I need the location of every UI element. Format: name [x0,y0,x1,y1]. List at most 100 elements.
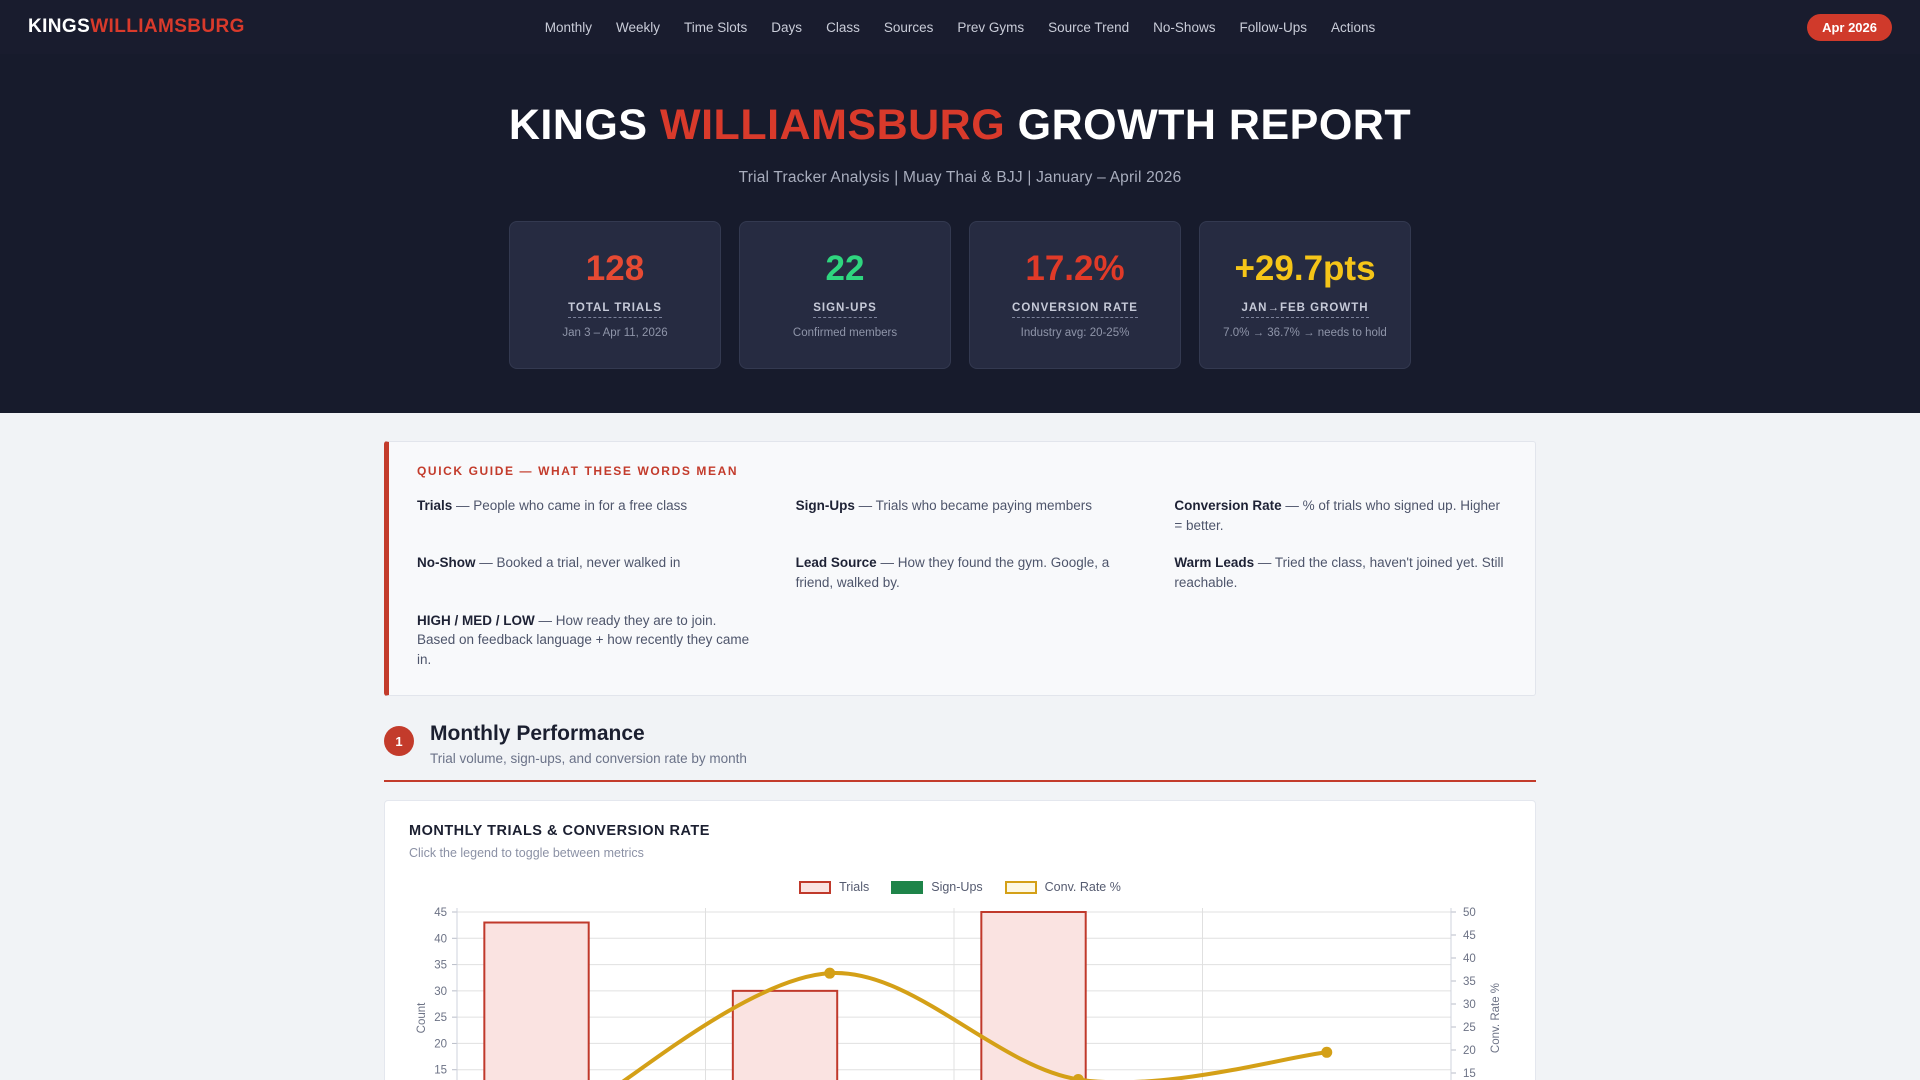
nav-link-monthly[interactable]: Monthly [544,19,593,35]
section-subtitle: Trial volume, sign-ups, and conversion r… [430,751,747,767]
section-header: 1 Monthly Performance Trial volume, sign… [384,722,1536,783]
legend-label: Trials [839,880,870,895]
guide-term: No-Show [417,555,476,571]
guide-term: Conversion Rate [1174,498,1282,514]
nav-link-class[interactable]: Class [826,19,860,35]
kpi-note: Jan 3 – Apr 11, 2026 [562,327,668,340]
chart-plot-area: 4540353025201510504540353025201510CountC… [409,900,1511,1080]
chart-title: MONTHLY TRIALS & CONVERSION RATE [409,823,710,840]
section-title: Monthly Performance [430,722,645,746]
legend-swatch [1004,880,1037,894]
nav-link-no-shows[interactable]: No-Shows [1153,19,1216,35]
nav-links: Monthly Weekly Time Slots Days Class Sources P… [545,20,1376,35]
bar-trials[interactable] [731,990,839,1080]
guide-term: Warm Leads [1174,555,1255,571]
title-part-2: GROWTH REPORT [1005,101,1412,149]
kpi-card: 128 TOTAL TRIALS Jan 3 – Apr 11, 2026 [509,221,721,370]
hero-section: KINGS WILLIAMSBURG GROWTH REPORT Trial T… [0,54,1920,414]
y-axis-tick-label: 20 [434,1039,447,1051]
kpi-note: Confirmed members [792,327,898,340]
y-axis-tick-label: 15 [434,1065,447,1077]
brand-first: KINGS [28,16,91,37]
brand-logo[interactable]: KINGSWILLIAMSBURG [28,16,245,38]
nav-link-days[interactable]: Days [771,19,803,35]
bar-trials[interactable] [483,921,590,1080]
bar-trials[interactable] [980,911,1087,1080]
guide-item: Trials — People who came in for a free c… [417,496,750,535]
top-navbar: KINGSWILLIAMSBURG Monthly Weekly Time Slot… [0,0,1920,54]
y-axis-tick-label: 45 [434,907,447,919]
y-axis-tick-label: 30 [434,986,447,998]
period-badge[interactable]: Apr 2026 [1807,13,1892,41]
legend-item-trials[interactable]: Trials [799,880,869,894]
chart-svg[interactable]: 4540353025201510504540353025201510CountC… [409,900,1513,1080]
guide-definition: — Trials who became paying members [854,498,1092,514]
guide-term: Lead Source [795,555,877,571]
y2-axis-tick-label: 45 [1463,930,1476,942]
guide-definition: — Tried the class, haven't joined yet. S… [1174,555,1504,590]
kpi-value: 128 [585,249,645,289]
title-accent: WILLIAMSBURG [660,101,1006,149]
kpi-card: 22 SIGN-UPS Confirmed members [739,221,951,370]
line-point-conversion-rate[interactable] [824,967,836,979]
y-axis-tick-label: 25 [434,1012,447,1024]
nav-link-time-slots[interactable]: Time Slots [684,19,748,35]
y2-axis-title: Conv. Rate % [1490,983,1502,1053]
kpi-row: 128 TOTAL TRIALS Jan 3 – Apr 11, 2026 22 SIG… [0,221,1920,370]
guide-definition: — How ready they are to join. Based on f… [417,612,750,667]
kpi-value: 22 [825,249,865,289]
nav-link-follow-ups[interactable]: Follow-Ups [1239,19,1307,35]
page-title: KINGS WILLIAMSBURG GROWTH REPORT [0,101,1920,149]
monthly-chart-card: MONTHLY TRIALS & CONVERSION RATE Click t… [384,800,1536,1080]
brand-second: WILLIAMSBURG [90,16,245,37]
guide-definition: — How they found the gym. Google, a frie… [795,555,1110,590]
guide-term: Sign-Ups [795,498,855,514]
y2-axis-tick-label: 15 [1463,1068,1476,1080]
guide-item: Conversion Rate — % of trials who signed… [1174,496,1507,535]
kpi-label[interactable]: SIGN-UPS [813,302,877,319]
y-axis-tick-label: 35 [434,960,447,972]
nav-link-weekly[interactable]: Weekly [616,19,661,35]
legend-item-conv-rate-[interactable]: Conv. Rate % [1004,880,1121,895]
quick-guide-panel: QUICK GUIDE — WHAT THESE WORDS MEAN Tria… [384,441,1536,697]
line-conversion-rate[interactable] [581,971,1329,1080]
nav-link-prev-gyms[interactable]: Prev Gyms [957,19,1025,35]
y2-axis-tick-label: 25 [1463,1022,1476,1034]
y2-axis-tick-label: 20 [1463,1045,1476,1057]
line-point-conversion-rate[interactable] [1321,1047,1333,1059]
guide-item: Lead Source — How they found the gym. Go… [796,553,1129,592]
kpi-card: +29.7pts JAN→FEB GROWTH 7.0% → 36.7% → nee… [1199,221,1411,370]
guide-definition: — Booked a trial, never walked in [475,555,681,571]
guide-definition: — % of trials who signed up. Higher = be… [1174,498,1500,533]
chart-hint: Click the legend to toggle between metri… [409,846,644,861]
y-axis-title: Count [416,1002,428,1033]
y-axis-tick-label: 40 [434,934,447,946]
kpi-label[interactable]: JAN→FEB GROWTH [1241,302,1369,319]
content-container: QUICK GUIDE — WHAT THESE WORDS MEAN Tria… [384,441,1536,1080]
legend-swatch [891,880,924,894]
kpi-label[interactable]: TOTAL TRIALS [568,302,662,319]
legend-label: Sign-Ups [931,880,983,895]
quick-guide-grid: Trials — People who came in for a free c… [417,496,1507,669]
kpi-label[interactable]: CONVERSION RATE [1012,302,1138,319]
nav-link-source-trend[interactable]: Source Trend [1048,19,1130,35]
legend-item-sign-ups[interactable]: Sign-Ups [891,880,983,895]
chart-legend: Trials Sign-Ups Conv. Rate % [409,880,1511,894]
guide-item: HIGH / MED / LOW — How ready they are to… [417,611,750,670]
y2-axis-tick-label: 50 [1463,907,1476,919]
nav-link-actions[interactable]: Actions [1330,19,1376,35]
nav-link-sources[interactable]: Sources [883,19,934,35]
legend-label: Conv. Rate % [1044,880,1121,895]
kpi-note: 7.0% → 36.7% → needs to hold [1223,327,1387,340]
y2-axis-tick-label: 30 [1463,999,1476,1011]
guide-definition: — People who came in for a free class [452,498,688,514]
guide-item: No-Show — Booked a trial, never walked i… [417,553,750,592]
section-number-badge: 1 [384,726,414,757]
kpi-value: 17.2% [1025,249,1125,289]
line-point-conversion-rate[interactable] [1072,1074,1084,1080]
kpi-note: Industry avg: 20-25% [1020,327,1130,340]
kpi-value: +29.7pts [1234,249,1376,289]
guide-term: Trials [417,498,453,514]
y2-axis-tick-label: 40 [1463,953,1476,965]
quick-guide-title: QUICK GUIDE — WHAT THESE WORDS MEAN [417,464,739,479]
